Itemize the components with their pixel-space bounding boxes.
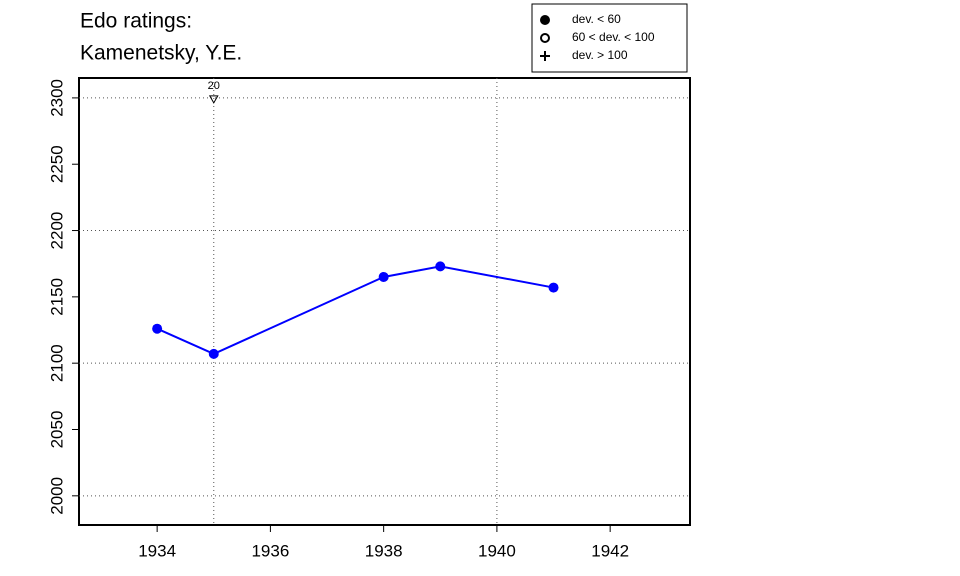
- annotation-label: 20: [208, 80, 220, 92]
- x-tick-label: 1938: [365, 541, 403, 560]
- y-tick-label: 2150: [47, 278, 66, 316]
- x-tick-label: 1942: [591, 541, 629, 560]
- legend-label: dev. < 60: [572, 12, 621, 26]
- y-tick-label: 2300: [47, 79, 66, 117]
- legend-symbol: [540, 15, 550, 25]
- y-tick-label: 2050: [47, 411, 66, 449]
- legend-label: 60 < dev. < 100: [572, 30, 655, 44]
- data-point: [152, 323, 163, 334]
- x-tick-label: 1940: [478, 541, 516, 560]
- annotation-marker: [208, 95, 219, 104]
- data-point: [435, 261, 446, 272]
- y-tick-label: 2200: [47, 212, 66, 250]
- y-tick-label: 2100: [47, 344, 66, 382]
- data-point: [548, 282, 559, 293]
- legend-label: dev. > 100: [572, 48, 628, 62]
- x-tick-label: 1936: [251, 541, 289, 560]
- legend-symbol: [540, 51, 550, 61]
- series-line: [156, 265, 554, 355]
- data-point: [378, 271, 389, 282]
- x-tick-label: 1934: [138, 541, 176, 560]
- chart-subtitle: Kamenetsky, Y.E.: [80, 42, 242, 65]
- legend-box: [531, 3, 688, 73]
- legend-symbol: [540, 33, 550, 43]
- plot-frame: [78, 77, 691, 526]
- data-point: [208, 348, 219, 359]
- y-tick-label: 2000: [47, 477, 66, 515]
- y-tick-label: 2250: [47, 145, 66, 183]
- chart-title: Edo ratings:: [80, 10, 192, 33]
